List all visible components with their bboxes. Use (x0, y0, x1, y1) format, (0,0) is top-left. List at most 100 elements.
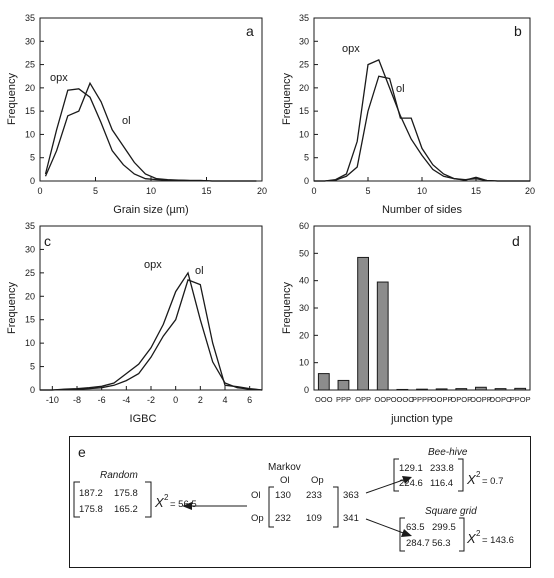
panel-b-xtick-label: 0 (311, 186, 316, 196)
panel-a-ytick-label: 10 (25, 129, 35, 139)
beehive-chi: X (466, 472, 477, 487)
panel-b-xtick-label: 15 (471, 186, 481, 196)
panel-d-category-label: OOOO (391, 395, 415, 404)
markov-row-op: Op (251, 513, 264, 524)
square-m21: 284.7 (406, 538, 430, 549)
panel-b-letter: b (514, 23, 522, 39)
panel-b-ytick-label: 30 (299, 36, 309, 46)
markov-m21: 232 (275, 513, 291, 524)
panel-c-series-ol-line (40, 279, 263, 391)
square-bracket-left (399, 517, 405, 552)
markov-col-ol: Ol (280, 475, 290, 486)
panel-a-xlabel: Grain size (µm) (113, 204, 188, 216)
panel-d-ytick-label: 30 (299, 303, 309, 313)
panel-d-category-label: OOO (315, 395, 333, 404)
panel-c-series-label-ol: ol (195, 265, 204, 277)
panel-d-letter: d (512, 233, 520, 249)
square-title: Square grid (425, 506, 477, 517)
panel-b-ytick-label: 20 (299, 83, 309, 93)
panel-a-ytick-label: 0 (30, 176, 35, 186)
panel-b-series-ol-line (314, 75, 530, 182)
panel-a-ytick-label: 15 (25, 106, 35, 116)
panel-a-xtick-label: 0 (37, 186, 42, 196)
panel-b-series-opx-line (314, 59, 530, 182)
beehive-m12: 233.8 (430, 463, 454, 474)
random-chi-value: = 56.5 (170, 499, 197, 510)
beehive-m22: 116.4 (430, 478, 453, 489)
markov-bracket-left (268, 486, 274, 528)
square-chi: X (466, 531, 477, 546)
panel-d-bar-oopp (475, 386, 487, 391)
panel-b-chart: b 0 5 10 15 20 0 5 10 15 20 25 30 35 Number of sides… (281, 13, 535, 216)
markov-row-ol: Ol (251, 490, 261, 501)
panel-c-ytick-label: 10 (25, 338, 35, 348)
panel-d-ytick-label: 20 (299, 330, 309, 340)
random-title: Random (100, 470, 138, 481)
panel-d-ytick-label: 0 (304, 385, 309, 395)
panel-a-ytick-label: 20 (25, 83, 35, 93)
panel-d-bar-ppp (337, 379, 350, 391)
panel-d-category-label: PPP (336, 395, 351, 404)
panel-b-ytick-label: 15 (299, 106, 309, 116)
panel-e: e Random 187.2 175.8 175.8 165.2 X 2 = 5… (69, 436, 531, 568)
panel-c-chart: c -10 -8 -6 -4 -2 0 2 4 6 0 5 10 15 20 25 30 35 IGBC Fre… (6, 221, 263, 425)
panel-d-bar-ppop (514, 387, 527, 391)
panel-b-xtick-label: 20 (525, 186, 535, 196)
panel-d-bar-oooo (396, 388, 409, 391)
panel-c-xtick-label: -8 (73, 395, 81, 405)
panel-c-xtick-label: -10 (46, 395, 59, 405)
beehive-bracket-right (458, 458, 464, 492)
panel-b-ytick-label: 10 (299, 129, 309, 139)
panel-c-xtick-label: 6 (247, 395, 252, 405)
markov-row1-sum: 363 (343, 490, 359, 501)
markov-col-op: Op (311, 475, 324, 486)
panel-c-series-label-opx: opx (144, 259, 162, 271)
panel-c-ylabel: Frequency (6, 282, 18, 334)
panel-c-ytick-label: 0 (30, 385, 35, 395)
random-m12: 175.8 (114, 488, 138, 499)
panel-d-xlabel: junction type (390, 413, 453, 425)
square-m12: 299.5 (432, 522, 456, 533)
panel-c-xtick-label: -2 (147, 395, 155, 405)
panel-d-bar-oopp (435, 388, 448, 391)
panel-c-xtick-label: 0 (173, 395, 178, 405)
panel-a-ylabel: Frequency (6, 73, 18, 125)
panel-b-xtick-label: 10 (417, 186, 427, 196)
random-bracket-right (145, 481, 152, 518)
panel-d-category-label: OOPP (431, 395, 453, 404)
random-m22: 165.2 (114, 504, 138, 515)
panel-a-series-opx-line (44, 88, 257, 182)
beehive-title: Bee-hive (428, 447, 468, 458)
arrow-to-beehive-head (402, 476, 412, 484)
panel-c-ytick-label: 30 (25, 244, 35, 254)
random-m11: 187.2 (79, 488, 103, 499)
panel-d-category-label: PPPP (412, 395, 432, 404)
panel-a-xtick-label: 10 (146, 186, 156, 196)
beehive-chi-sup: 2 (476, 470, 481, 479)
arrow-to-beehive (365, 478, 407, 494)
panel-c-ytick-label: 25 (25, 268, 35, 278)
panel-c-ytick-label: 15 (25, 315, 35, 325)
panel-c-xtick-label: 4 (222, 395, 227, 405)
panel-a-xtick-label: 20 (257, 186, 267, 196)
panel-b-xlabel: Number of sides (382, 204, 463, 216)
panel-c-letter: c (44, 233, 51, 249)
markov-m11: 130 (275, 490, 291, 501)
panel-b-ytick-label: 5 (304, 153, 309, 163)
panel-d-category-label: OPOP (450, 395, 472, 404)
panel-a-ytick-label: 30 (25, 36, 35, 46)
beehive-chi-value: = 0.7 (482, 476, 503, 487)
panel-a-ytick-label: 35 (25, 13, 35, 23)
panel-d-ytick-label: 40 (299, 276, 309, 286)
panel-c-ytick-label: 20 (25, 291, 35, 301)
panel-a-series-ol-line (44, 81, 257, 182)
random-chi-sup: 2 (164, 493, 169, 502)
square-chi-sup: 2 (476, 529, 481, 538)
beehive-bracket-left (393, 458, 399, 492)
arrow-to-random-head (182, 502, 192, 510)
panel-d-bar-opp (357, 256, 369, 391)
panel-d-ylabel: Frequency (281, 282, 293, 334)
panel-d-bar-oop (376, 281, 389, 391)
